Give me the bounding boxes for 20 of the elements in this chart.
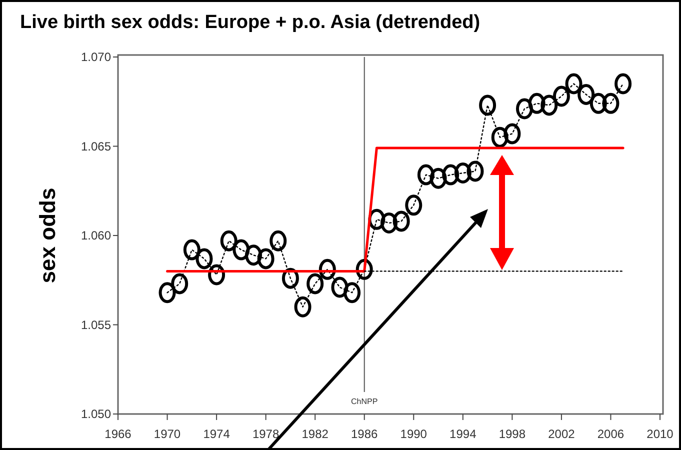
- x-tick-label: 1974: [203, 427, 230, 441]
- x-tick-label: 1990: [400, 427, 428, 441]
- y-tick-label: 1.050: [80, 407, 112, 422]
- x-tick-label: 1986: [351, 427, 378, 441]
- x-tick-label: 1982: [302, 427, 329, 441]
- x-tick-label: 2002: [548, 427, 576, 441]
- x-tick-label: 1994: [450, 427, 477, 441]
- y-tick-label: 1.065: [80, 139, 112, 154]
- x-tick-label: 1970: [154, 427, 181, 441]
- x-tick-label: 1998: [498, 427, 526, 441]
- ref-line-label: ChNPP: [351, 397, 378, 406]
- y-tick-label: 1.070: [80, 50, 112, 64]
- y-axis-title: sex odds: [35, 188, 60, 284]
- x-tick-label: 1966: [104, 427, 132, 441]
- x-tick-label: 1978: [252, 427, 280, 441]
- x-tick-label: 2010: [646, 427, 674, 441]
- y-tick-label: 1.060: [80, 228, 112, 243]
- y-tick-label: 1.055: [80, 318, 112, 332]
- chart-title: Live birth sex odds: Europe + p.o. Asia (detrended): [20, 12, 480, 33]
- x-tick-label: 2006: [597, 427, 624, 441]
